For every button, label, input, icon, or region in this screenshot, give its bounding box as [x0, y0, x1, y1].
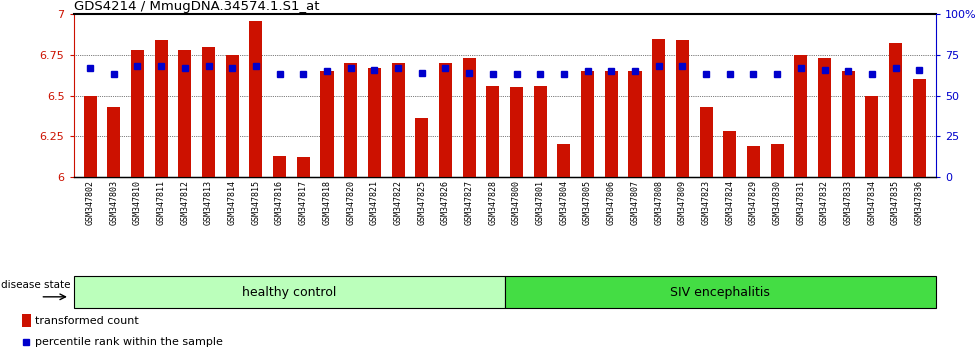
Text: GSM347827: GSM347827: [465, 180, 473, 225]
Text: GSM347803: GSM347803: [110, 180, 119, 225]
Text: GSM347828: GSM347828: [488, 180, 498, 225]
Text: GSM347834: GSM347834: [867, 180, 876, 225]
Bar: [297, 158, 310, 177]
Bar: [795, 55, 808, 177]
Text: GSM347800: GSM347800: [512, 180, 521, 225]
Bar: [628, 71, 642, 177]
Bar: [486, 86, 500, 177]
Bar: [747, 146, 760, 177]
Bar: [344, 63, 358, 177]
Bar: [605, 71, 617, 177]
Text: GSM347830: GSM347830: [772, 180, 782, 225]
Bar: [842, 71, 855, 177]
Text: GSM347813: GSM347813: [204, 180, 213, 225]
Text: GSM347810: GSM347810: [133, 180, 142, 225]
Text: GSM347826: GSM347826: [441, 180, 450, 225]
Text: GSM347825: GSM347825: [417, 180, 426, 225]
Bar: [107, 107, 121, 177]
Text: GSM347811: GSM347811: [157, 180, 166, 225]
Text: GSM347807: GSM347807: [630, 180, 640, 225]
Bar: [83, 96, 97, 177]
Bar: [889, 44, 903, 177]
Bar: [652, 39, 665, 177]
Text: GSM347820: GSM347820: [346, 180, 355, 225]
Bar: [155, 40, 168, 177]
Text: GSM347831: GSM347831: [797, 180, 806, 225]
Bar: [534, 86, 547, 177]
Bar: [368, 68, 381, 177]
Text: transformed count: transformed count: [35, 316, 139, 326]
Text: disease state: disease state: [1, 280, 71, 290]
Text: percentile rank within the sample: percentile rank within the sample: [35, 337, 223, 347]
Text: GSM347804: GSM347804: [560, 180, 568, 225]
Bar: [225, 55, 239, 177]
Bar: [558, 144, 570, 177]
Bar: [178, 50, 191, 177]
Bar: [865, 96, 878, 177]
Bar: [505, 276, 936, 308]
Text: GDS4214 / MmugDNA.34574.1.S1_at: GDS4214 / MmugDNA.34574.1.S1_at: [74, 0, 319, 13]
Bar: [273, 156, 286, 177]
Text: GSM347832: GSM347832: [820, 180, 829, 225]
Text: GSM347812: GSM347812: [180, 180, 189, 225]
Text: GSM347821: GSM347821: [369, 180, 379, 225]
Text: GSM347818: GSM347818: [322, 180, 331, 225]
Text: GSM347816: GSM347816: [275, 180, 284, 225]
Text: GSM347808: GSM347808: [655, 180, 663, 225]
Bar: [202, 47, 215, 177]
Text: GSM347814: GSM347814: [227, 180, 237, 225]
Bar: [131, 50, 144, 177]
Bar: [676, 40, 689, 177]
Text: GSM347822: GSM347822: [394, 180, 403, 225]
Text: GSM347809: GSM347809: [678, 180, 687, 225]
Bar: [463, 58, 475, 177]
Text: GSM347805: GSM347805: [583, 180, 592, 225]
Text: GSM347817: GSM347817: [299, 180, 308, 225]
Bar: [439, 63, 452, 177]
Text: GSM347806: GSM347806: [607, 180, 615, 225]
Text: GSM347824: GSM347824: [725, 180, 734, 225]
Text: GSM347835: GSM347835: [891, 180, 900, 225]
Bar: [510, 87, 523, 177]
Text: GSM347829: GSM347829: [749, 180, 758, 225]
Bar: [700, 107, 712, 177]
Bar: [74, 276, 505, 308]
Text: GSM347833: GSM347833: [844, 180, 853, 225]
Bar: [581, 71, 594, 177]
Text: GSM347801: GSM347801: [536, 180, 545, 225]
Bar: [392, 63, 405, 177]
Bar: [250, 21, 263, 177]
Text: SIV encephalitis: SIV encephalitis: [670, 286, 770, 298]
Bar: [416, 118, 428, 177]
Bar: [22, 314, 31, 327]
Text: healthy control: healthy control: [242, 286, 336, 298]
Text: GSM347815: GSM347815: [252, 180, 261, 225]
Bar: [818, 58, 831, 177]
Bar: [912, 79, 926, 177]
Text: GSM347836: GSM347836: [914, 180, 924, 225]
Bar: [320, 71, 333, 177]
Bar: [770, 144, 784, 177]
Text: GSM347823: GSM347823: [702, 180, 710, 225]
Text: GSM347802: GSM347802: [85, 180, 95, 225]
Bar: [723, 131, 736, 177]
